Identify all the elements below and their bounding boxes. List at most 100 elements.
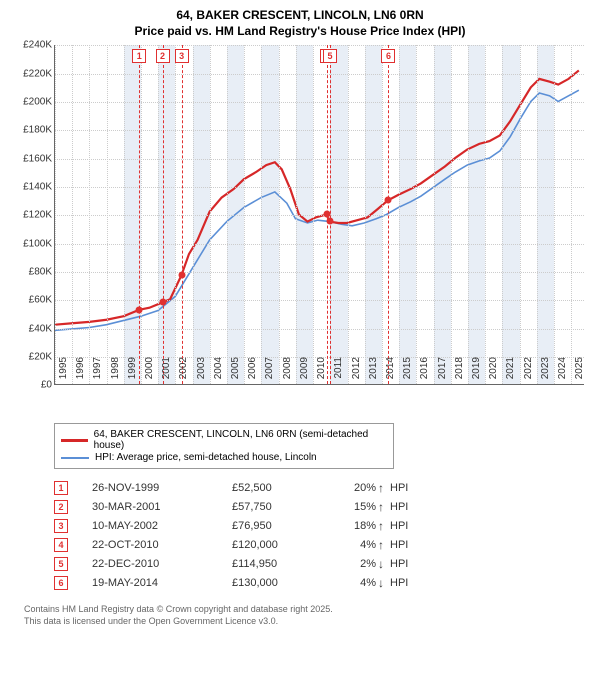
gridline-vertical [382,45,383,384]
sale-date: 19-MAY-2014 [92,577,232,589]
sale-number-box: 6 [54,576,68,590]
sale-price: £57,750 [232,501,332,513]
sale-number-box: 3 [54,519,68,533]
sale-indicator-line [388,45,389,384]
gridline-vertical [124,45,125,384]
gridline-horizontal [55,300,584,301]
sale-date: 22-OCT-2010 [92,539,232,551]
x-axis-label: 2024 [557,357,568,387]
gridline-vertical [416,45,417,384]
gridline-horizontal [55,329,584,330]
gridline-vertical [348,45,349,384]
hpi-label: HPI [390,577,420,589]
y-axis-label: £180K [12,125,52,136]
sale-pct: 2% [332,558,378,570]
x-axis-label: 2003 [196,357,207,387]
hpi-label: HPI [390,520,420,532]
sale-marker-box: 6 [381,49,395,63]
x-axis-label: 2019 [471,357,482,387]
y-axis-label: £240K [12,40,52,51]
gridline-horizontal [55,130,584,131]
legend-swatch [61,439,88,442]
x-axis-label: 2025 [574,357,585,387]
gridline-vertical [261,45,262,384]
hpi-label: HPI [390,558,420,570]
gridline-vertical [55,45,56,384]
sale-indicator-line [163,45,164,384]
arrow-up-icon: ↑ [378,481,390,495]
sale-pct: 4% [332,539,378,551]
gridline-vertical [520,45,521,384]
x-axis-label: 2006 [247,357,258,387]
x-axis-label: 2012 [351,357,362,387]
x-axis-label: 2015 [402,357,413,387]
gridline-vertical [72,45,73,384]
gridline-vertical [175,45,176,384]
gridline-vertical [468,45,469,384]
x-axis-label: 2017 [437,357,448,387]
legend-swatch [61,457,89,459]
legend-label: HPI: Average price, semi-detached house,… [95,452,317,463]
y-axis-label: £40K [12,323,52,334]
legend-label: 64, BAKER CRESCENT, LINCOLN, LN6 0RN (se… [94,429,387,451]
sale-data-point [385,197,392,204]
sale-data-point [136,306,143,313]
sale-price: £114,950 [232,558,332,570]
gridline-horizontal [55,187,584,188]
y-axis-label: £20K [12,351,52,362]
sale-number-box: 5 [54,557,68,571]
gridline-vertical [193,45,194,384]
sale-date: 10-MAY-2002 [92,520,232,532]
gridline-vertical [279,45,280,384]
arrow-up-icon: ↑ [378,519,390,533]
sale-date: 22-DEC-2010 [92,558,232,570]
sale-marker-box: 3 [175,49,189,63]
arrow-up-icon: ↑ [378,500,390,514]
sale-indicator-line [139,45,140,384]
sale-data-point [178,272,185,279]
sales-row: 126-NOV-1999£52,50020%↑HPI [54,481,588,495]
sales-table: 126-NOV-1999£52,50020%↑HPI230-MAR-2001£5… [54,481,588,590]
gridline-vertical [399,45,400,384]
x-axis-label: 2002 [178,357,189,387]
x-axis-label: 2004 [213,357,224,387]
gridline-vertical [296,45,297,384]
x-axis-label: 2020 [488,357,499,387]
gridline-vertical [434,45,435,384]
x-axis-label: 2007 [264,357,275,387]
x-axis-label: 2018 [454,357,465,387]
gridline-vertical [158,45,159,384]
sale-number-box: 2 [54,500,68,514]
y-axis-label: £100K [12,238,52,249]
gridline-horizontal [55,74,584,75]
legend: 64, BAKER CRESCENT, LINCOLN, LN6 0RN (se… [54,423,394,469]
x-axis-label: 2008 [282,357,293,387]
gridline-vertical [227,45,228,384]
footer-line-2: This data is licensed under the Open Gov… [24,616,588,628]
x-axis-label: 2009 [299,357,310,387]
plot-region: 123456 [54,45,584,385]
gridline-horizontal [55,159,584,160]
gridline-vertical [244,45,245,384]
arrow-down-icon: ↓ [378,576,390,590]
sale-pct: 4% [332,577,378,589]
gridline-vertical [571,45,572,384]
gridline-vertical [107,45,108,384]
price-paid-line [55,71,579,325]
x-axis-label: 2016 [419,357,430,387]
x-axis-label: 2000 [144,357,155,387]
x-axis-label: 2011 [333,357,344,387]
hpi-line [55,90,579,330]
gridline-vertical [365,45,366,384]
title-line-1: 64, BAKER CRESCENT, LINCOLN, LN6 0RN [12,8,588,24]
chart-title: 64, BAKER CRESCENT, LINCOLN, LN6 0RN Pri… [12,8,588,39]
x-axis-label: 1998 [110,357,121,387]
sale-marker-box: 1 [132,49,146,63]
sale-pct: 18% [332,520,378,532]
arrow-down-icon: ↓ [378,557,390,571]
sale-marker-box: 5 [323,49,337,63]
arrow-up-icon: ↑ [378,538,390,552]
footer-line-1: Contains HM Land Registry data © Crown c… [24,604,588,616]
sales-row: 5 22-DEC-2010£114,9502%↓HPI [54,557,588,571]
legend-row: 64, BAKER CRESCENT, LINCOLN, LN6 0RN (se… [61,429,387,451]
